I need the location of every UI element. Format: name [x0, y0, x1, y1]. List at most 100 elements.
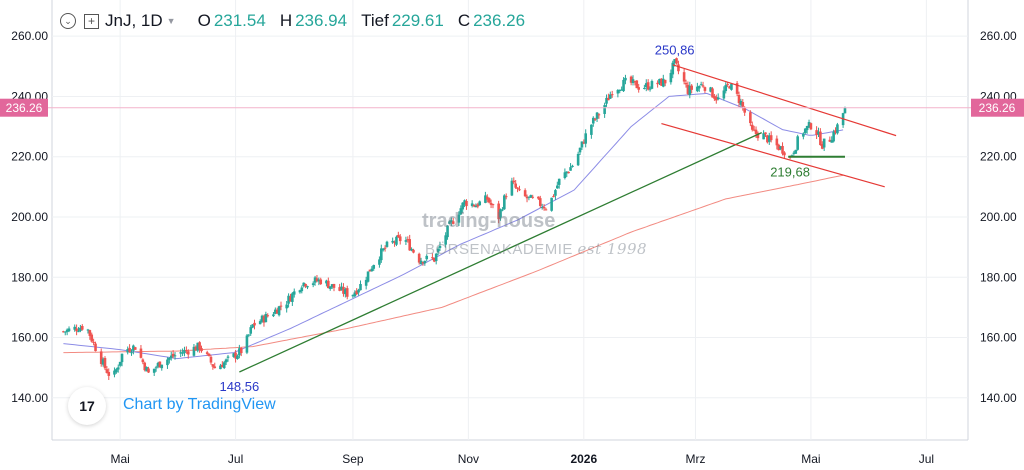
candle-body	[650, 81, 654, 89]
candle	[644, 79, 648, 92]
candle	[325, 279, 328, 287]
candle-body	[501, 209, 504, 211]
candle-body	[497, 203, 500, 220]
y-tick-label-right: 220.00	[980, 150, 1017, 164]
candle-body	[186, 351, 190, 355]
candle-body	[94, 343, 97, 352]
candle	[671, 60, 675, 79]
candle-body	[86, 329, 90, 331]
candle	[531, 194, 535, 199]
tradingview-logo-icon[interactable]: 17	[68, 387, 106, 425]
candle-body	[311, 283, 315, 285]
candle	[118, 361, 122, 368]
candle-body	[128, 347, 131, 352]
candle	[80, 324, 84, 331]
candle	[338, 283, 341, 292]
candle	[595, 111, 599, 123]
candle-body	[398, 236, 402, 242]
candle	[381, 248, 385, 252]
candle-body	[578, 147, 582, 153]
candle-body	[192, 346, 196, 356]
candle-body	[580, 141, 584, 148]
candle	[166, 357, 169, 369]
candle-body	[200, 348, 203, 352]
candle-body	[380, 248, 383, 261]
candle	[116, 364, 120, 373]
candle-body	[527, 196, 531, 198]
candle-body	[88, 330, 92, 336]
tradingview-attribution[interactable]: Chart by TradingView	[123, 396, 276, 413]
candle-body	[154, 367, 158, 369]
candle-body	[147, 368, 150, 373]
candle-body	[120, 353, 124, 363]
candle-body	[330, 284, 334, 287]
candle	[525, 194, 529, 203]
candle-body	[115, 369, 118, 373]
candle	[497, 200, 500, 224]
candle	[444, 232, 447, 248]
candle	[499, 208, 502, 221]
candle-body	[353, 292, 357, 297]
candle-body	[542, 206, 546, 209]
candle	[378, 256, 381, 268]
candle	[478, 200, 482, 206]
candle	[593, 117, 597, 122]
candle	[722, 86, 726, 101]
candle	[432, 257, 436, 263]
candle-body	[593, 118, 597, 120]
candle	[260, 314, 264, 323]
candle	[224, 358, 228, 365]
chevron-down-icon[interactable]: ⌄	[60, 13, 76, 29]
candle	[777, 143, 781, 151]
candle	[168, 357, 171, 364]
candle	[485, 194, 489, 203]
candle-body	[633, 80, 637, 82]
candle	[183, 346, 186, 357]
candle	[232, 353, 235, 358]
y-tick-label-left: 140.00	[11, 391, 48, 405]
candle-body	[62, 331, 65, 333]
candle	[372, 264, 376, 271]
candle-body	[92, 341, 95, 343]
candle	[264, 311, 268, 323]
candle	[408, 234, 411, 251]
candle	[120, 353, 124, 367]
candle-body	[476, 204, 480, 207]
candle	[741, 98, 745, 111]
interval[interactable]: , 1D	[131, 11, 163, 30]
candle-body	[817, 131, 820, 135]
candle	[809, 122, 813, 131]
candle	[514, 180, 517, 189]
candle	[807, 119, 811, 129]
candle-body	[274, 309, 277, 314]
compare-plus-icon[interactable]: +	[84, 13, 99, 29]
interval-caret-icon[interactable]: ▼	[166, 16, 176, 26]
candle	[245, 334, 249, 355]
candle	[65, 328, 69, 336]
candle-body	[432, 257, 436, 262]
candle-body	[79, 327, 82, 331]
candle	[542, 204, 546, 211]
candle	[292, 288, 296, 298]
candle-body	[624, 77, 627, 81]
candle-body	[253, 322, 256, 326]
candle-body	[830, 140, 834, 143]
candle-body	[569, 167, 572, 171]
candle	[739, 98, 743, 107]
candle-body	[459, 208, 463, 215]
candle	[756, 131, 760, 141]
candle-body	[410, 248, 413, 251]
candle	[417, 252, 421, 265]
candle-body	[328, 286, 332, 289]
candle	[609, 91, 612, 100]
candle-body	[139, 348, 143, 358]
candle-body	[792, 152, 796, 154]
candle	[584, 129, 588, 148]
candle-body	[345, 288, 349, 297]
candle-body	[491, 204, 495, 206]
candle-body	[557, 178, 561, 185]
candle-body	[739, 100, 743, 105]
symbol-name[interactable]: JnJ	[105, 11, 132, 30]
candle	[226, 354, 230, 362]
